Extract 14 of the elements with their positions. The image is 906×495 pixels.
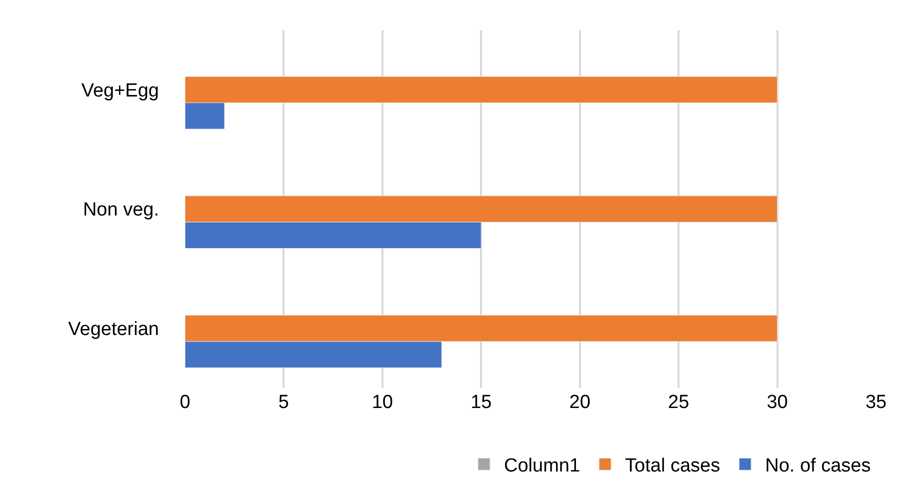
x-tick-label: 25: [668, 392, 690, 413]
x-tick-label: 15: [470, 392, 492, 413]
y-tick-label: Vegeterian: [68, 318, 159, 340]
x-tick-label: 30: [766, 392, 788, 413]
x-tick-label: 5: [278, 392, 289, 413]
legend-label: No. of cases: [765, 456, 871, 477]
x-tick-label: 35: [865, 392, 887, 413]
legend-label: Column1: [504, 456, 580, 477]
x-tick-label: 10: [372, 392, 393, 413]
legend-label: Total cases: [625, 456, 720, 477]
x-tick-label: 20: [569, 392, 590, 413]
y-tick-label: Veg+Egg: [81, 80, 159, 102]
y-tick-label: Non veg.: [82, 200, 159, 221]
x-tick-label: 0: [180, 392, 190, 413]
